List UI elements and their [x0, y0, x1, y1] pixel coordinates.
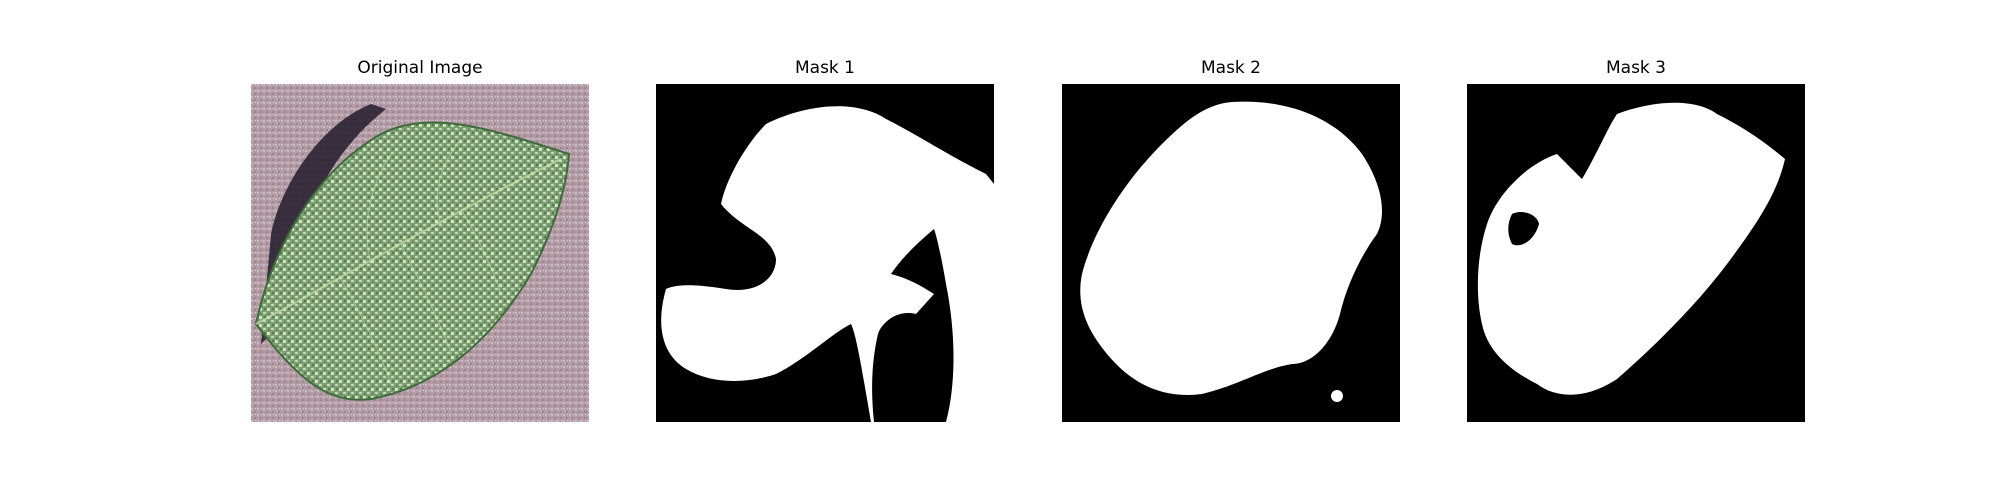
mask-2-speck: [1331, 390, 1343, 402]
panel-title-mask-2: Mask 2: [1200, 58, 1261, 78]
panel-title-mask-3: Mask 3: [1605, 58, 1666, 78]
mask-2-image: [1062, 84, 1400, 422]
mask-1-region: [661, 106, 994, 422]
mask-2-svg: [1062, 84, 1400, 422]
mask-2-region: [1080, 101, 1382, 395]
panel-title-mask-1: Mask 1: [794, 58, 855, 78]
mask-3-image: [1467, 84, 1805, 422]
leaf-photo: [251, 84, 589, 422]
mask-3-svg: [1467, 84, 1805, 422]
mask-3-region: [1477, 102, 1785, 395]
mask-1-image: [656, 84, 994, 422]
leaf-midrib: [255, 158, 562, 325]
mask-1-svg: [656, 84, 994, 422]
leaf: [254, 121, 571, 401]
mask-3-hole: [1508, 212, 1539, 246]
original-leaf-image: [251, 84, 589, 422]
panel-title-original-image: Original Image: [357, 58, 483, 78]
